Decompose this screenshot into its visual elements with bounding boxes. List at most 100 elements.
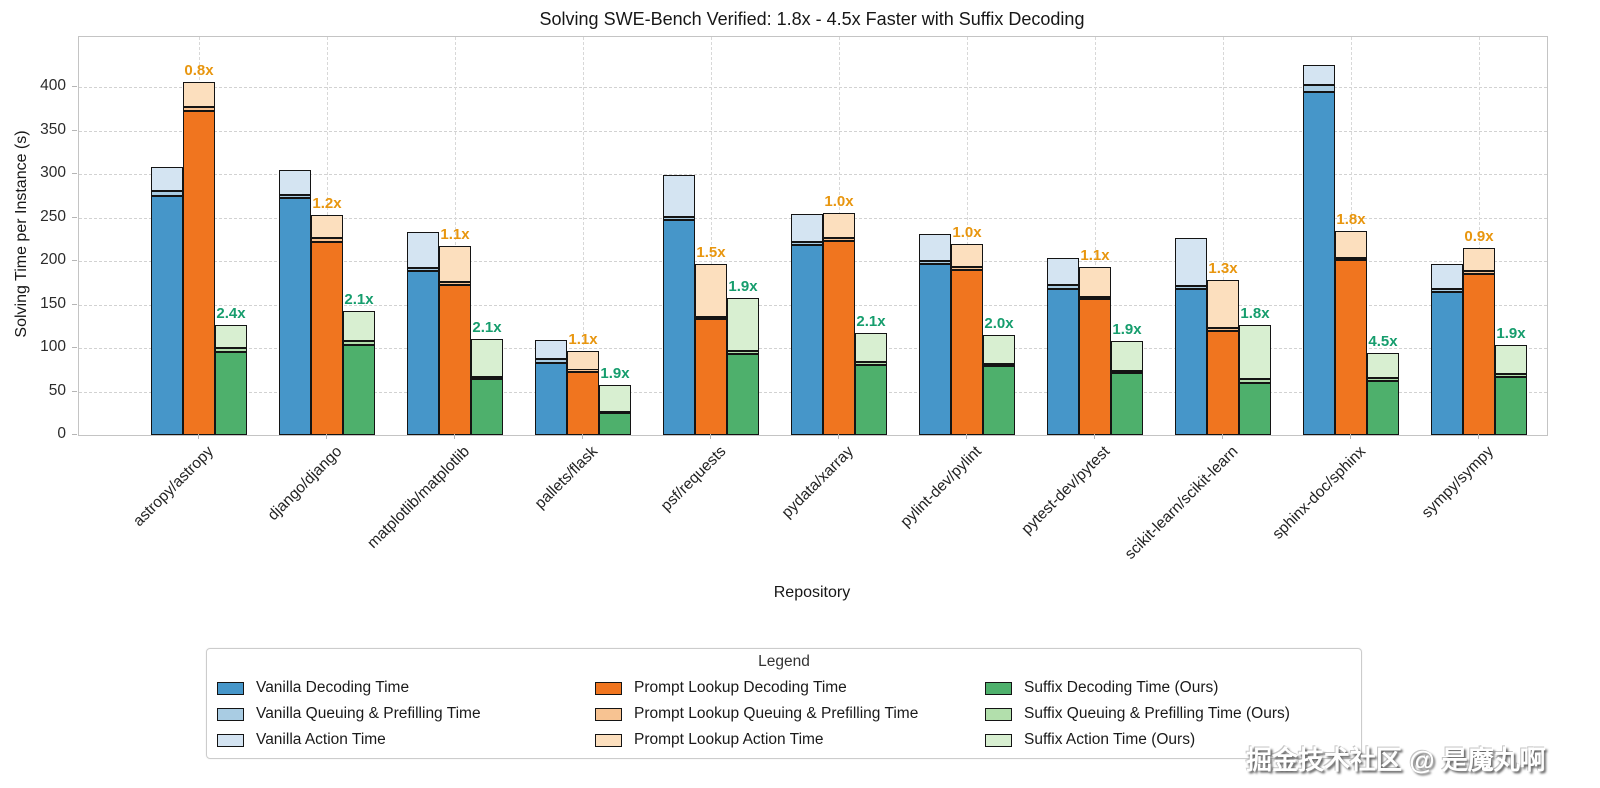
speedup-label: 4.5x	[1368, 333, 1398, 351]
legend-item: Prompt Lookup Queuing & Prefilling Time	[595, 701, 985, 727]
h-gridline	[79, 87, 1547, 88]
bar-segment-prompt_lookup-queuing	[1335, 257, 1367, 261]
x-tick-label: matplotlib/matplotlib	[364, 443, 474, 552]
x-tick-mark	[1478, 434, 1479, 439]
legend-swatch	[217, 681, 244, 695]
y-tick-label: 50	[48, 381, 66, 399]
bar-segment-prompt_lookup-decoding	[439, 285, 471, 435]
speedup-label: 1.1x	[568, 331, 598, 349]
bar-segment-suffix-queuing	[983, 363, 1015, 367]
bar-segment-vanilla-queuing	[535, 359, 567, 363]
legend-item-label: Vanilla Queuing & Prefilling Time	[256, 705, 481, 722]
speedup-label: 1.9x	[600, 365, 630, 383]
bar-segment-vanilla-action	[1047, 257, 1079, 286]
bar-segment-vanilla-action	[1303, 65, 1335, 86]
y-tick-mark	[72, 303, 77, 305]
h-gridline	[79, 130, 1547, 132]
legend-item-label: Suffix Action Time (Ours)	[1024, 731, 1196, 748]
bar-segment-vanilla-decoding	[919, 264, 951, 435]
y-tick-label: 300	[40, 164, 66, 181]
bar-segment-prompt_lookup-decoding	[311, 241, 343, 435]
bar-segment-suffix-action	[1239, 325, 1271, 380]
x-tick-label: sphinx-doc/sphinx	[1269, 443, 1370, 543]
legend-swatch	[985, 733, 1012, 747]
bar-segment-vanilla-decoding	[663, 220, 695, 435]
bar-segment-suffix-decoding	[343, 344, 375, 435]
bar-segment-suffix-decoding	[1239, 382, 1271, 435]
bar-segment-prompt_lookup-decoding	[567, 371, 599, 435]
bar-segment-suffix-decoding	[599, 413, 631, 435]
bar-segment-suffix-action	[855, 333, 887, 362]
legend-item: Suffix Action Time (Ours)	[985, 727, 1355, 753]
legend-swatch	[985, 707, 1012, 721]
bar-segment-prompt_lookup-decoding	[695, 319, 727, 435]
plot-area: 0.8x 2.4x 1.2x 2.1x 1.1x 2.1x 1.1x 1.9x 1.5x 1.9x…	[78, 36, 1548, 436]
x-tick-mark	[838, 434, 839, 439]
bar-segment-prompt_lookup-decoding	[1079, 299, 1111, 435]
bar-segment-vanilla-queuing	[1047, 285, 1079, 289]
bar-segment-vanilla-queuing	[1431, 288, 1463, 293]
bar-segment-vanilla-action	[791, 214, 823, 242]
bar-segment-suffix-action	[599, 385, 631, 412]
bar-segment-prompt_lookup-action	[695, 263, 727, 317]
bar-segment-prompt_lookup-queuing	[1079, 296, 1111, 300]
bar-segment-suffix-queuing	[1367, 378, 1399, 382]
bar-segment-vanilla-queuing	[151, 191, 183, 196]
bar-segment-vanilla-queuing	[407, 267, 439, 272]
bar-segment-prompt_lookup-queuing	[1207, 328, 1239, 331]
bar-segment-suffix-action	[1367, 353, 1399, 379]
bar-segment-vanilla-decoding	[1303, 92, 1335, 435]
x-tick-mark	[326, 434, 327, 439]
bar-segment-prompt_lookup-queuing	[439, 281, 471, 286]
y-tick-mark	[72, 347, 77, 348]
speedup-label: 1.0x	[952, 223, 982, 241]
bar-segment-prompt_lookup-decoding	[823, 241, 855, 435]
bar-segment-vanilla-decoding	[535, 362, 567, 435]
speedup-label: 1.5x	[696, 243, 726, 261]
v-gridline	[1479, 37, 1480, 435]
y-tick-mark	[72, 434, 77, 435]
v-gridline	[1095, 37, 1096, 435]
legend-item: Prompt Lookup Action Time	[595, 727, 985, 753]
x-tick-label: astropy/astropy	[130, 443, 218, 530]
x-tick-mark	[454, 434, 455, 439]
bar-segment-suffix-action	[343, 310, 375, 342]
bar-segment-prompt_lookup-decoding	[1335, 260, 1367, 435]
v-gridline	[455, 37, 456, 435]
bar-segment-prompt_lookup-queuing	[951, 267, 983, 270]
bar-segment-suffix-action	[1111, 341, 1143, 371]
v-gridline	[711, 37, 712, 435]
legend-item: Prompt Lookup Decoding Time	[595, 675, 985, 701]
x-tick-mark	[710, 434, 711, 439]
h-gridline	[79, 174, 1547, 175]
bar-segment-prompt_lookup-action	[1335, 231, 1367, 258]
bar-segment-vanilla-queuing	[279, 194, 311, 199]
bar-segment-prompt_lookup-action	[823, 213, 855, 239]
watermark-text: 掘金技术社区 @ 是魔丸啊	[1246, 745, 1546, 775]
speedup-label: 2.1x	[472, 319, 502, 337]
x-tick-mark	[582, 434, 583, 439]
legend-item-label: Suffix Decoding Time (Ours)	[1024, 679, 1219, 696]
bar-segment-suffix-decoding	[1111, 373, 1143, 435]
x-tick-mark	[1222, 434, 1223, 439]
bar-segment-prompt_lookup-decoding	[1463, 274, 1495, 435]
legend-swatch	[595, 733, 622, 747]
bar-segment-prompt_lookup-decoding	[183, 111, 215, 435]
x-tick-mark	[198, 434, 199, 439]
x-tick-label: pylint-dev/pylint	[897, 443, 986, 531]
speedup-label: 1.9x	[1112, 321, 1142, 339]
v-gridline	[967, 37, 968, 435]
y-tick-label: 150	[40, 294, 66, 312]
y-tick-mark	[72, 216, 77, 218]
bar-segment-vanilla-action	[151, 167, 183, 192]
bar-segment-prompt_lookup-decoding	[951, 269, 983, 435]
legend-item-label: Prompt Lookup Queuing & Prefilling Time	[634, 705, 919, 722]
v-gridline	[583, 37, 584, 435]
bar-segment-prompt_lookup-action	[1207, 280, 1239, 328]
bar-segment-prompt_lookup-action	[439, 246, 471, 282]
bar-segment-suffix-decoding	[983, 366, 1015, 435]
y-tick-mark	[72, 173, 77, 174]
speedup-label: 2.1x	[856, 313, 886, 331]
bar-segment-suffix-queuing	[471, 376, 503, 380]
y-tick-label: 400	[40, 77, 66, 94]
